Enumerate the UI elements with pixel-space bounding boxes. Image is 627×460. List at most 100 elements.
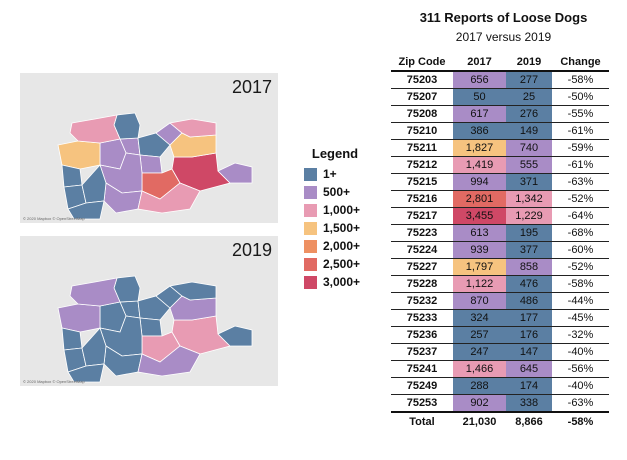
change-cell: -60%: [552, 241, 609, 259]
zip-cell: 75228: [391, 275, 453, 293]
legend: Legend 1+ 500+ 1,000+ 1,500+ 2,000+ 2,500+ 3,0…: [304, 146, 384, 291]
value-2017-cell: 2,801: [453, 190, 506, 208]
legend-label: 3,000+: [323, 275, 361, 289]
change-cell: -32%: [552, 326, 609, 344]
legend-swatch: [304, 257, 317, 271]
value-2019-cell: 371: [506, 173, 552, 191]
zip-region-75211: [57, 303, 101, 333]
table-header-row: Zip Code 2017 2019 Change: [391, 53, 609, 72]
value-2019-cell: 174: [506, 377, 552, 395]
legend-swatch: [304, 203, 317, 217]
value-2019-cell: 176: [506, 326, 552, 344]
value-2019-cell: 177: [506, 309, 552, 327]
value-2017-cell: 1,419: [453, 156, 506, 174]
value-2017-cell: 257: [453, 326, 506, 344]
zip-cell: 75237: [391, 343, 453, 361]
zip-region-75228: [169, 118, 217, 138]
value-2019-cell: 1,342: [506, 190, 552, 208]
map-2019-svg: [57, 275, 253, 383]
column-header-zip: Zip Code: [391, 53, 453, 72]
map-2017: 2017 © 2020 Mapbox © OpenStreetMap: [20, 73, 278, 223]
table-row: 75207 50 25 -50%: [391, 88, 609, 106]
total-change: -58%: [552, 411, 609, 430]
zip-cell: 75208: [391, 105, 453, 123]
change-cell: -56%: [552, 360, 609, 378]
change-cell: -40%: [552, 343, 609, 361]
legend-label: 2,000+: [323, 239, 361, 253]
map-year-label: 2019: [231, 240, 272, 260]
zip-cell: 75212: [391, 156, 453, 174]
zip-region-75215: [139, 317, 163, 337]
value-2019-cell: 25: [506, 88, 552, 106]
value-2017-cell: 902: [453, 394, 506, 413]
legend-swatch: [304, 185, 317, 199]
zip-region-75249: [67, 200, 105, 220]
table-row: 75224 939 377 -60%: [391, 241, 609, 259]
value-2019-cell: 377: [506, 241, 552, 259]
value-2017-cell: 613: [453, 224, 506, 242]
value-2019-cell: 195: [506, 224, 552, 242]
table-row: 75249 288 174 -40%: [391, 377, 609, 395]
legend-swatch: [304, 221, 317, 235]
legend-swatch: [304, 167, 317, 181]
value-2019-cell: 338: [506, 394, 552, 413]
zip-cell: 75249: [391, 377, 453, 395]
zip-cell: 75227: [391, 258, 453, 276]
zip-cell: 75224: [391, 241, 453, 259]
value-2017-cell: 386: [453, 122, 506, 140]
zip-cell: 75253: [391, 394, 453, 413]
zip-region-75210: [137, 295, 171, 321]
legend-title: Legend: [311, 146, 359, 161]
map-year-label: 2017: [231, 77, 272, 97]
legend-swatch: [304, 275, 317, 289]
legend-label: 1,500+: [323, 221, 361, 235]
value-2019-cell: 276: [506, 105, 552, 123]
zip-region-75210: [137, 132, 171, 158]
value-2019-cell: 740: [506, 139, 552, 157]
change-cell: -44%: [552, 292, 609, 310]
zip-region-75241: [137, 345, 201, 377]
map-credit: © 2020 Mapbox © OpenStreetMap: [23, 379, 85, 384]
legend-item: 500+: [304, 183, 384, 201]
value-2019-cell: 555: [506, 156, 552, 174]
change-cell: -55%: [552, 105, 609, 123]
zip-cell: 75207: [391, 88, 453, 106]
value-2019-cell: 149: [506, 122, 552, 140]
zip-region-75241: [137, 182, 201, 214]
table-row: 75212 1,419 555 -61%: [391, 156, 609, 174]
legend-label: 500+: [323, 185, 351, 199]
value-2017-cell: 50: [453, 88, 506, 106]
zip-cell: 75241: [391, 360, 453, 378]
zip-cell: 75216: [391, 190, 453, 208]
value-2017-cell: 994: [453, 173, 506, 191]
table-row: 75210 386 149 -61%: [391, 122, 609, 140]
change-cell: -58%: [552, 275, 609, 293]
value-2017-cell: 288: [453, 377, 506, 395]
value-2019-cell: 1,229: [506, 207, 552, 225]
total-2017: 21,030: [453, 411, 506, 430]
table-row: 75241 1,466 645 -56%: [391, 360, 609, 378]
value-2017-cell: 1,466: [453, 360, 506, 378]
legend-item: 2,000+: [304, 237, 384, 255]
legend-label: 2,500+: [323, 257, 361, 271]
zip-region-75253: [217, 162, 253, 184]
table-row: 75208 617 276 -55%: [391, 105, 609, 123]
change-cell: -63%: [552, 173, 609, 191]
zip-region-75237: [81, 327, 107, 367]
change-cell: -61%: [552, 156, 609, 174]
map-2017-svg: [57, 112, 253, 220]
value-2019-cell: 277: [506, 71, 552, 89]
value-2017-cell: 617: [453, 105, 506, 123]
zip-cell: 75232: [391, 292, 453, 310]
zip-cell: 75211: [391, 139, 453, 157]
column-header-2019: 2019: [506, 53, 552, 72]
zip-region-75253: [217, 325, 253, 347]
value-2017-cell: 656: [453, 71, 506, 89]
table-row: 75217 3,455 1,229 -64%: [391, 207, 609, 225]
value-2017-cell: 1,122: [453, 275, 506, 293]
legend-items: 1+ 500+ 1,000+ 1,500+ 2,000+ 2,500+ 3,000+: [304, 165, 384, 291]
legend-item: 1,000+: [304, 201, 384, 219]
legend-item: 1+: [304, 165, 384, 183]
table-row: 75203 656 277 -58%: [391, 71, 609, 89]
table-subtitle: 2017 versus 2019: [455, 30, 552, 44]
